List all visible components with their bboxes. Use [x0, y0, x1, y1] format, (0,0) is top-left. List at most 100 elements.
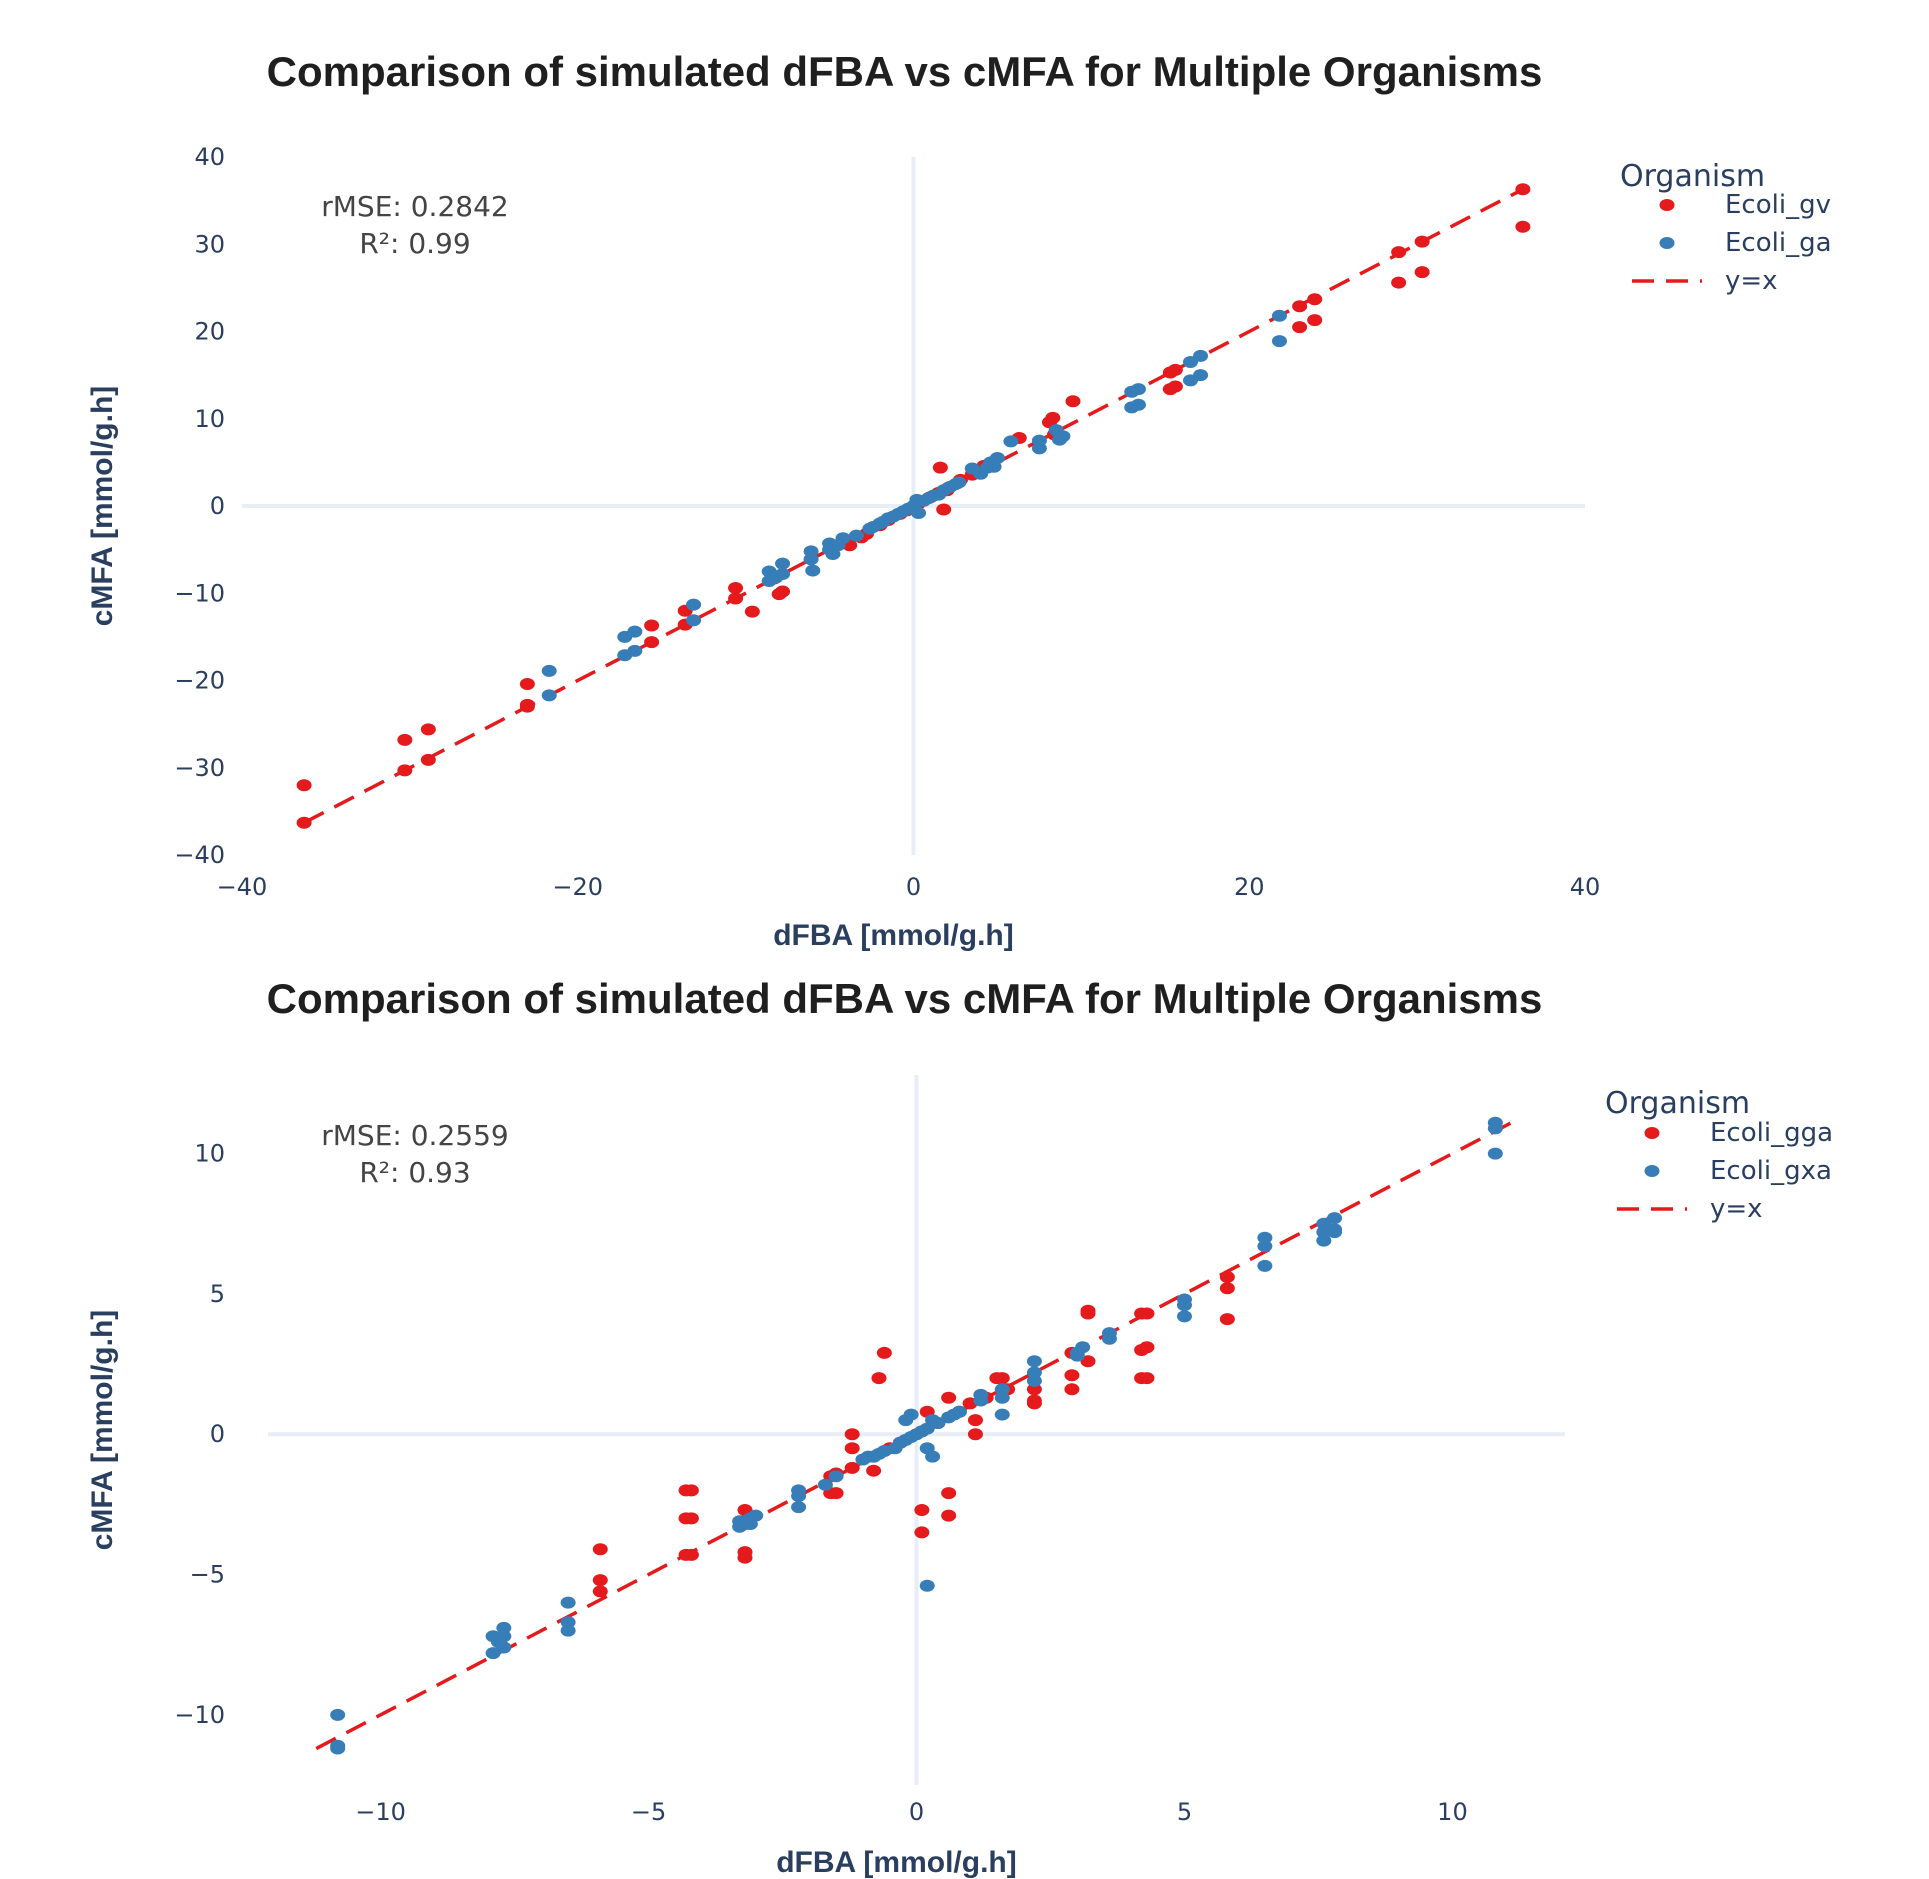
data-point: [560, 1596, 576, 1609]
data-point: [914, 1526, 930, 1539]
data-point: [683, 1548, 699, 1561]
data-point: [296, 779, 312, 792]
series-Ecoli_ga: [541, 309, 1287, 702]
data-point: [930, 1416, 946, 1429]
data-point: [1026, 1366, 1042, 1379]
data-point: [592, 1543, 608, 1556]
data-point: [925, 1450, 941, 1463]
legend-item-label: Ecoli_gga: [1710, 1118, 1833, 1148]
data-point: [1391, 246, 1407, 259]
data-point: [1316, 1217, 1332, 1230]
data-point: [967, 1428, 983, 1441]
legend-item-label: y=x: [1725, 266, 1778, 296]
x-tick-label: 10: [1437, 1798, 1468, 1826]
data-point: [1257, 1240, 1273, 1253]
data-point: [1257, 1259, 1273, 1272]
data-point: [496, 1621, 512, 1634]
y-axis-label: cMFA [mmol/g.h]: [86, 386, 119, 627]
data-point: [737, 1546, 753, 1559]
data-point: [1515, 183, 1531, 196]
data-point: [519, 698, 535, 711]
data-point: [919, 1579, 935, 1592]
data-point: [1257, 1231, 1273, 1244]
legend-marker: [1644, 1127, 1660, 1139]
x-axis-label: dFBA [mmol/g.h]: [776, 1846, 1017, 1879]
data-point: [296, 816, 312, 829]
data-point: [744, 605, 760, 618]
data-point: [683, 1484, 699, 1497]
data-point: [644, 636, 660, 649]
data-point: [1487, 1147, 1503, 1160]
data-point: [1003, 435, 1019, 448]
data-point: [1064, 1369, 1080, 1382]
data-point: [1292, 300, 1308, 313]
chart-2: −10 −5 0 5 10 10 5 0 −5 −10 dFBA [mmol/g.h] cMFA [m…: [86, 1075, 1833, 1879]
data-point: [828, 1470, 844, 1483]
data-point: [1130, 383, 1146, 396]
data-point: [973, 1388, 989, 1401]
data-point: [420, 723, 436, 736]
x-tick-label: 5: [1177, 1798, 1192, 1826]
rmse-annotation: rMSE: 0.2842: [321, 190, 508, 223]
data-point: [967, 1414, 983, 1427]
r2-annotation: R²: 0.99: [359, 227, 470, 260]
legend-marker: [1644, 1165, 1660, 1177]
data-point: [844, 1428, 860, 1441]
data-point: [1271, 309, 1287, 322]
y-tick-label: −40: [174, 841, 225, 869]
data-point: [627, 625, 643, 638]
data-point: [1055, 430, 1071, 443]
r2-annotation: R²: 0.93: [359, 1156, 470, 1189]
legend-item-label: Ecoli_gxa: [1710, 1156, 1832, 1186]
data-point: [1193, 369, 1209, 382]
data-point: [876, 1346, 892, 1359]
data-point: [1139, 1307, 1155, 1320]
legend-item-label: y=x: [1710, 1194, 1763, 1224]
data-point: [627, 644, 643, 657]
data-point: [1219, 1282, 1235, 1295]
y-tick-label: −30: [174, 754, 225, 782]
data-point: [1064, 1383, 1080, 1396]
data-point: [541, 689, 557, 702]
data-point: [1176, 1299, 1192, 1312]
data-point: [686, 598, 702, 611]
data-point: [941, 1487, 957, 1500]
data-point: [911, 506, 927, 519]
data-point: [871, 1372, 887, 1385]
data-point: [485, 1647, 501, 1660]
x-tick-label: −40: [217, 873, 268, 901]
data-point: [420, 753, 436, 766]
data-point: [994, 1372, 1010, 1385]
data-point: [742, 1518, 758, 1531]
chart-2-title: Comparison of simulated dFBA vs cMFA for…: [266, 975, 1543, 1022]
data-point: [844, 1461, 860, 1474]
data-point: [994, 1383, 1010, 1396]
data-point: [1026, 1383, 1042, 1396]
legend-marker: [1659, 237, 1675, 249]
y-tick-label: 30: [194, 230, 225, 258]
data-point: [592, 1574, 608, 1587]
data-point: [866, 1464, 882, 1477]
data-point: [1031, 442, 1047, 455]
chart-1: −40 −20 0 20 40 40 30 20 10 0 −10 −20 −30 −40 dFBA [mm…: [86, 143, 1832, 952]
data-point: [541, 664, 557, 677]
data-point: [728, 592, 744, 605]
data-point: [496, 1630, 512, 1643]
y-axis-label: cMFA [mmol/g.h]: [86, 1310, 119, 1551]
data-point: [1219, 1313, 1235, 1326]
data-point: [775, 568, 791, 581]
legend-item-label: Ecoli_ga: [1725, 228, 1832, 258]
data-point: [828, 1487, 844, 1500]
data-point: [560, 1616, 576, 1629]
data-point: [941, 1509, 957, 1522]
data-point: [1307, 314, 1323, 327]
data-point: [1515, 220, 1531, 233]
data-point: [485, 1630, 501, 1643]
y-tick-label: 0: [210, 1420, 225, 1448]
data-point: [686, 614, 702, 627]
data-point: [1414, 235, 1430, 248]
legend-title: Organism: [1605, 1086, 1750, 1121]
data-point: [397, 733, 413, 746]
